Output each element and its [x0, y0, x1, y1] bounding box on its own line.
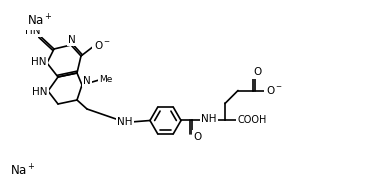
- Text: O$^-$: O$^-$: [266, 85, 283, 96]
- Text: Me: Me: [99, 75, 113, 85]
- Text: Na$^+$: Na$^+$: [10, 163, 36, 179]
- Text: NH: NH: [201, 114, 217, 124]
- Text: N: N: [83, 76, 91, 86]
- Text: N: N: [68, 35, 76, 45]
- Text: HN: HN: [31, 57, 47, 67]
- Text: O$^-$: O$^-$: [93, 39, 110, 51]
- Text: O: O: [253, 68, 261, 78]
- Text: HN: HN: [32, 87, 48, 97]
- Text: Na$^+$: Na$^+$: [27, 13, 53, 29]
- Text: HN: HN: [25, 26, 41, 36]
- Text: COOH: COOH: [237, 115, 267, 125]
- Text: O: O: [193, 131, 201, 141]
- Text: NH: NH: [117, 117, 133, 127]
